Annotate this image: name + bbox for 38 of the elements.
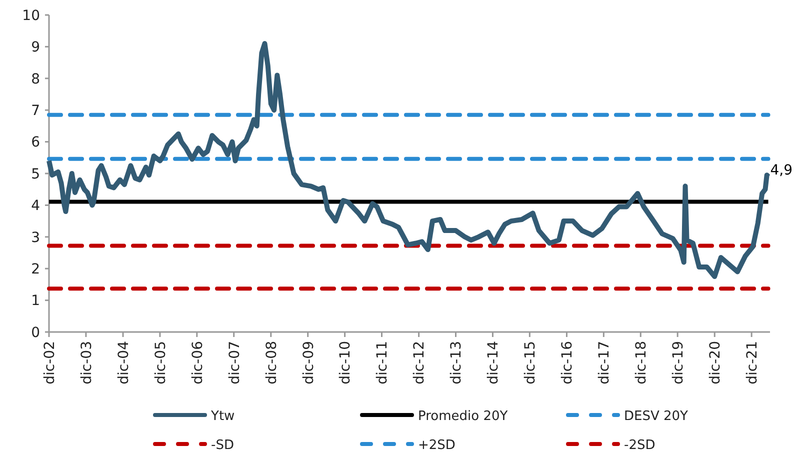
y-tick-label: 4 (31, 198, 40, 214)
x-tick-label: dic-18 (634, 341, 650, 384)
legend-label: -SD (211, 438, 234, 453)
y-tick-label: 2 (31, 262, 40, 278)
x-tick-label: dic-20 (708, 341, 724, 384)
x-tick-label: dic-14 (486, 340, 502, 384)
x-tick-label: dic-04 (116, 340, 132, 384)
x-tick-label: dic-12 (412, 341, 428, 384)
x-tick-label: dic-07 (226, 341, 243, 384)
legend-label: Ytw (210, 409, 236, 424)
x-tick-label: dic-13 (448, 341, 465, 384)
x-tick-label: dic-11 (374, 341, 391, 384)
x-tick-label: dic-15 (522, 341, 539, 384)
legend-label: DESV 20Y (624, 409, 688, 424)
x-tick-label: dic-08 (264, 341, 280, 384)
y-tick-label: 3 (31, 230, 40, 246)
x-tick-label: dic-09 (300, 341, 317, 384)
y-tick-label: 10 (22, 8, 40, 24)
annotation: 4,9 (770, 162, 793, 179)
x-tick-label: dic-17 (596, 341, 613, 384)
y-tick-label: 5 (31, 166, 40, 182)
y-tick-label: 8 (31, 71, 40, 88)
x-tick-label: dic-21 (744, 341, 760, 384)
legend-label: +2SD (418, 438, 456, 453)
x-tick-label: dic-03 (78, 341, 95, 384)
legend-label: -2SD (624, 438, 656, 453)
x-tick-label: dic-02 (42, 341, 58, 384)
y-tick-label: 1 (31, 293, 40, 310)
y-tick-label: 0 (31, 324, 40, 341)
y-tick-label: 9 (31, 40, 40, 56)
x-tick-label: dic-16 (560, 340, 576, 384)
y-tick-label: 6 (31, 134, 40, 151)
x-tick-label: dic-10 (338, 341, 354, 384)
y-tick-label: 7 (31, 103, 40, 119)
x-tick-label: dic-19 (670, 341, 686, 384)
legend-label: Promedio 20Y (418, 409, 508, 424)
x-tick-label: dic-06 (190, 340, 206, 384)
x-tick-label: dic-05 (152, 341, 169, 384)
